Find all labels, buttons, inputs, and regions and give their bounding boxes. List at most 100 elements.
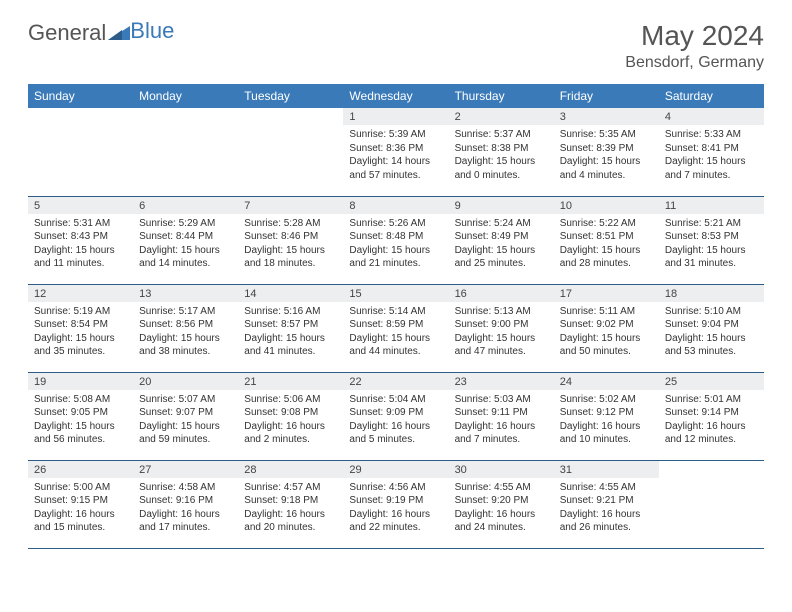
- calendar-day-cell: 6Sunrise: 5:29 AMSunset: 8:44 PMDaylight…: [133, 196, 238, 284]
- weekday-header: Wednesday: [343, 84, 448, 108]
- calendar-day-cell: [28, 108, 133, 196]
- day-details: Sunrise: 5:21 AMSunset: 8:53 PMDaylight:…: [659, 214, 764, 275]
- logo: General Blue: [28, 20, 174, 46]
- day-number: 2: [449, 108, 554, 125]
- day-number: 15: [343, 285, 448, 302]
- day-details: Sunrise: 4:55 AMSunset: 9:21 PMDaylight:…: [554, 478, 659, 539]
- calendar-day-cell: 25Sunrise: 5:01 AMSunset: 9:14 PMDayligh…: [659, 372, 764, 460]
- calendar-day-cell: 26Sunrise: 5:00 AMSunset: 9:15 PMDayligh…: [28, 460, 133, 548]
- weekday-header-row: SundayMondayTuesdayWednesdayThursdayFrid…: [28, 84, 764, 108]
- day-number: 8: [343, 197, 448, 214]
- calendar-day-cell: [659, 460, 764, 548]
- day-number: 20: [133, 373, 238, 390]
- location: Bensdorf, Germany: [625, 54, 764, 72]
- day-details: Sunrise: 5:28 AMSunset: 8:46 PMDaylight:…: [238, 214, 343, 275]
- calendar-day-cell: 24Sunrise: 5:02 AMSunset: 9:12 PMDayligh…: [554, 372, 659, 460]
- day-details: Sunrise: 5:19 AMSunset: 8:54 PMDaylight:…: [28, 302, 133, 363]
- day-details: Sunrise: 5:16 AMSunset: 8:57 PMDaylight:…: [238, 302, 343, 363]
- calendar-day-cell: 5Sunrise: 5:31 AMSunset: 8:43 PMDaylight…: [28, 196, 133, 284]
- logo-text-2: Blue: [130, 18, 174, 43]
- calendar-day-cell: 17Sunrise: 5:11 AMSunset: 9:02 PMDayligh…: [554, 284, 659, 372]
- day-number: 26: [28, 461, 133, 478]
- day-details: Sunrise: 5:33 AMSunset: 8:41 PMDaylight:…: [659, 125, 764, 186]
- day-number: 12: [28, 285, 133, 302]
- calendar-day-cell: 14Sunrise: 5:16 AMSunset: 8:57 PMDayligh…: [238, 284, 343, 372]
- day-number: 17: [554, 285, 659, 302]
- calendar-week-row: 5Sunrise: 5:31 AMSunset: 8:43 PMDaylight…: [28, 196, 764, 284]
- day-details: Sunrise: 5:03 AMSunset: 9:11 PMDaylight:…: [449, 390, 554, 451]
- day-details: Sunrise: 5:26 AMSunset: 8:48 PMDaylight:…: [343, 214, 448, 275]
- day-number: 28: [238, 461, 343, 478]
- weekday-header: Saturday: [659, 84, 764, 108]
- day-details: Sunrise: 5:39 AMSunset: 8:36 PMDaylight:…: [343, 125, 448, 186]
- calendar-day-cell: 16Sunrise: 5:13 AMSunset: 9:00 PMDayligh…: [449, 284, 554, 372]
- header: General Blue May 2024 Bensdorf, Germany: [28, 20, 764, 72]
- calendar-week-row: 1Sunrise: 5:39 AMSunset: 8:36 PMDaylight…: [28, 108, 764, 196]
- calendar-table: SundayMondayTuesdayWednesdayThursdayFrid…: [28, 84, 764, 549]
- day-number: 25: [659, 373, 764, 390]
- weekday-header: Friday: [554, 84, 659, 108]
- calendar-day-cell: 15Sunrise: 5:14 AMSunset: 8:59 PMDayligh…: [343, 284, 448, 372]
- calendar-day-cell: 20Sunrise: 5:07 AMSunset: 9:07 PMDayligh…: [133, 372, 238, 460]
- weekday-header: Tuesday: [238, 84, 343, 108]
- day-number: 6: [133, 197, 238, 214]
- day-number: 19: [28, 373, 133, 390]
- calendar-day-cell: 12Sunrise: 5:19 AMSunset: 8:54 PMDayligh…: [28, 284, 133, 372]
- calendar-day-cell: 29Sunrise: 4:56 AMSunset: 9:19 PMDayligh…: [343, 460, 448, 548]
- day-number: 21: [238, 373, 343, 390]
- calendar-day-cell: [238, 108, 343, 196]
- logo-text-1: General: [28, 20, 106, 46]
- calendar-day-cell: 8Sunrise: 5:26 AMSunset: 8:48 PMDaylight…: [343, 196, 448, 284]
- day-details: Sunrise: 5:02 AMSunset: 9:12 PMDaylight:…: [554, 390, 659, 451]
- calendar-day-cell: 23Sunrise: 5:03 AMSunset: 9:11 PMDayligh…: [449, 372, 554, 460]
- calendar-day-cell: 30Sunrise: 4:55 AMSunset: 9:20 PMDayligh…: [449, 460, 554, 548]
- day-number: 9: [449, 197, 554, 214]
- day-details: Sunrise: 5:37 AMSunset: 8:38 PMDaylight:…: [449, 125, 554, 186]
- weekday-header: Sunday: [28, 84, 133, 108]
- weekday-header: Thursday: [449, 84, 554, 108]
- day-number: 5: [28, 197, 133, 214]
- day-details: Sunrise: 5:00 AMSunset: 9:15 PMDaylight:…: [28, 478, 133, 539]
- calendar-day-cell: 18Sunrise: 5:10 AMSunset: 9:04 PMDayligh…: [659, 284, 764, 372]
- calendar-day-cell: 21Sunrise: 5:06 AMSunset: 9:08 PMDayligh…: [238, 372, 343, 460]
- calendar-day-cell: 22Sunrise: 5:04 AMSunset: 9:09 PMDayligh…: [343, 372, 448, 460]
- calendar-week-row: 12Sunrise: 5:19 AMSunset: 8:54 PMDayligh…: [28, 284, 764, 372]
- day-number: 30: [449, 461, 554, 478]
- day-details: Sunrise: 4:55 AMSunset: 9:20 PMDaylight:…: [449, 478, 554, 539]
- day-details: Sunrise: 5:08 AMSunset: 9:05 PMDaylight:…: [28, 390, 133, 451]
- calendar-day-cell: 13Sunrise: 5:17 AMSunset: 8:56 PMDayligh…: [133, 284, 238, 372]
- day-details: Sunrise: 5:24 AMSunset: 8:49 PMDaylight:…: [449, 214, 554, 275]
- day-details: Sunrise: 5:22 AMSunset: 8:51 PMDaylight:…: [554, 214, 659, 275]
- day-details: Sunrise: 5:04 AMSunset: 9:09 PMDaylight:…: [343, 390, 448, 451]
- weekday-header: Monday: [133, 84, 238, 108]
- month-title: May 2024: [625, 20, 764, 52]
- day-details: Sunrise: 5:06 AMSunset: 9:08 PMDaylight:…: [238, 390, 343, 451]
- day-details: Sunrise: 5:29 AMSunset: 8:44 PMDaylight:…: [133, 214, 238, 275]
- day-number: 24: [554, 373, 659, 390]
- calendar-day-cell: 11Sunrise: 5:21 AMSunset: 8:53 PMDayligh…: [659, 196, 764, 284]
- calendar-day-cell: 3Sunrise: 5:35 AMSunset: 8:39 PMDaylight…: [554, 108, 659, 196]
- day-details: Sunrise: 4:56 AMSunset: 9:19 PMDaylight:…: [343, 478, 448, 539]
- day-number: 22: [343, 373, 448, 390]
- day-number: 3: [554, 108, 659, 125]
- day-details: Sunrise: 5:13 AMSunset: 9:00 PMDaylight:…: [449, 302, 554, 363]
- calendar-day-cell: 28Sunrise: 4:57 AMSunset: 9:18 PMDayligh…: [238, 460, 343, 548]
- day-details: Sunrise: 4:57 AMSunset: 9:18 PMDaylight:…: [238, 478, 343, 539]
- calendar-day-cell: 31Sunrise: 4:55 AMSunset: 9:21 PMDayligh…: [554, 460, 659, 548]
- calendar-day-cell: 27Sunrise: 4:58 AMSunset: 9:16 PMDayligh…: [133, 460, 238, 548]
- day-number: 31: [554, 461, 659, 478]
- calendar-day-cell: 4Sunrise: 5:33 AMSunset: 8:41 PMDaylight…: [659, 108, 764, 196]
- day-details: Sunrise: 5:35 AMSunset: 8:39 PMDaylight:…: [554, 125, 659, 186]
- calendar-day-cell: [133, 108, 238, 196]
- logo-triangle-icon: [108, 20, 130, 46]
- day-details: Sunrise: 4:58 AMSunset: 9:16 PMDaylight:…: [133, 478, 238, 539]
- calendar-day-cell: 7Sunrise: 5:28 AMSunset: 8:46 PMDaylight…: [238, 196, 343, 284]
- day-number: 10: [554, 197, 659, 214]
- calendar-week-row: 19Sunrise: 5:08 AMSunset: 9:05 PMDayligh…: [28, 372, 764, 460]
- day-number: 13: [133, 285, 238, 302]
- day-number: 14: [238, 285, 343, 302]
- day-details: Sunrise: 5:11 AMSunset: 9:02 PMDaylight:…: [554, 302, 659, 363]
- day-details: Sunrise: 5:07 AMSunset: 9:07 PMDaylight:…: [133, 390, 238, 451]
- day-number: 4: [659, 108, 764, 125]
- title-block: May 2024 Bensdorf, Germany: [625, 20, 764, 72]
